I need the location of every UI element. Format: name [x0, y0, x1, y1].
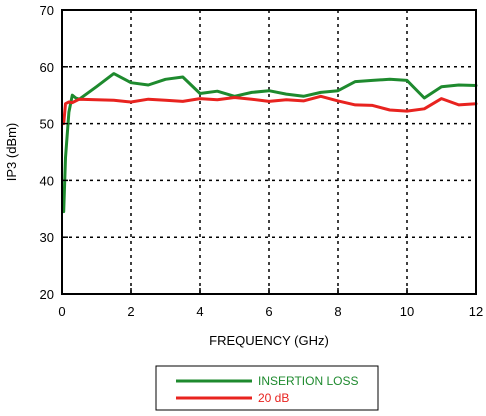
y-tick-label: 30 — [40, 230, 54, 245]
x-tick-label: 6 — [265, 304, 272, 319]
legend: INSERTION LOSS 20 dB — [156, 366, 378, 410]
legend-label-insertion-loss: INSERTION LOSS — [258, 374, 358, 388]
y-tick-label: 70 — [40, 3, 54, 18]
x-tick-label: 2 — [127, 304, 134, 319]
y-axis-title: IP3 (dBm) — [4, 123, 19, 182]
legend-label-20db: 20 dB — [258, 391, 289, 405]
y-tick-label: 60 — [40, 60, 54, 75]
x-tick-label: 0 — [58, 304, 65, 319]
x-tick-label: 4 — [196, 304, 203, 319]
y-tick-label: 50 — [40, 117, 54, 132]
x-tick-label: 10 — [400, 304, 414, 319]
y-tick-label: 40 — [40, 173, 54, 188]
x-tick-label: 8 — [334, 304, 341, 319]
x-axis-title: FREQUENCY (GHz) — [209, 333, 329, 348]
y-tick-label: 20 — [40, 287, 54, 302]
x-tick-label: 12 — [469, 304, 483, 319]
